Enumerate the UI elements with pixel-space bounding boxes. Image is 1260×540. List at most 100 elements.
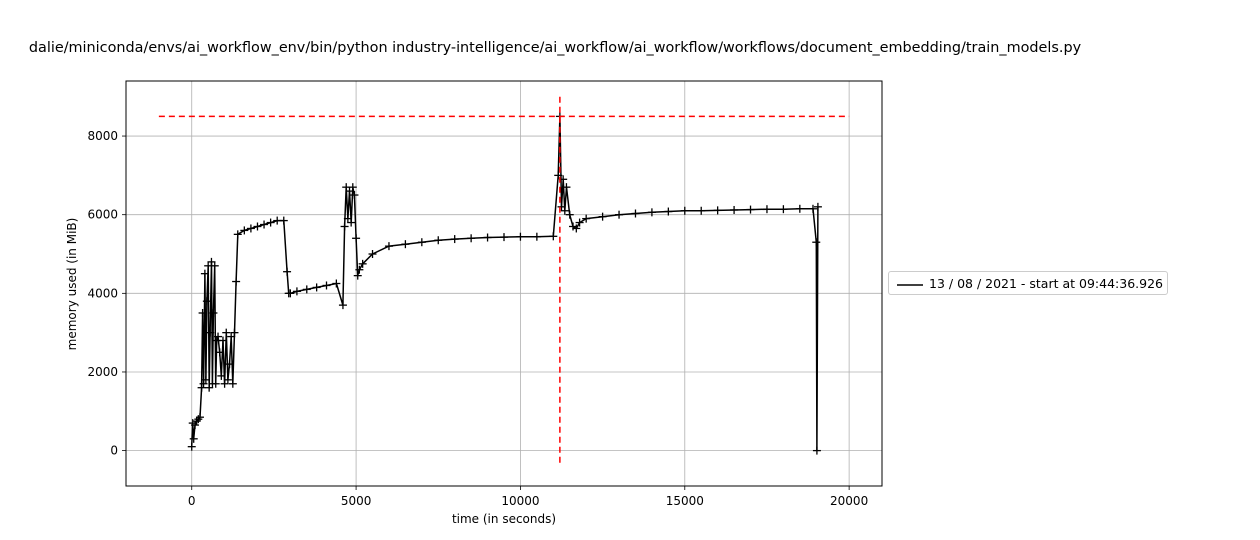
data-point-marker [223,375,232,384]
data-point-marker [260,220,269,229]
data-point-marker [746,205,755,214]
data-point-marker [417,238,426,247]
data-point-marker [353,271,362,280]
data-point-marker [549,232,558,241]
data-point-marker [350,191,359,200]
data-point-marker [560,206,569,215]
x-tick-label: 10000 [501,494,539,508]
chart-title: dalie/miniconda/envs/ai_workflow_env/bin… [28,40,1082,56]
x-tick-label: 0 [188,494,196,508]
y-tick-label: 0 [110,444,118,458]
data-point-marker [218,336,227,345]
data-point-marker [647,208,656,217]
data-point-marker [434,236,443,245]
y-tick-label: 8000 [87,129,118,143]
data-point-marker [210,261,219,270]
data-point-marker [779,205,788,214]
data-point-marker [467,234,476,243]
data-point-marker [631,209,640,218]
data-point-marker [209,308,218,317]
data-point-marker [187,442,196,451]
data-point-marker [795,204,804,213]
data-point-marker [340,222,349,231]
data-point-marker [222,328,231,337]
y-axis-label: memory used (in MiB) [65,218,79,351]
data-point-marker [697,206,706,215]
data-point-marker [195,413,204,422]
y-tick-label: 4000 [87,286,118,300]
data-point-marker [211,379,220,388]
data-point-marker [352,234,361,243]
data-point-marker [214,332,223,341]
plot-area [190,115,819,452]
data-point-marker [713,206,722,215]
x-axis-label: time (in seconds) [452,512,556,526]
data-point-marker [348,183,357,192]
data-point-marker [202,297,211,306]
data-point-marker [283,267,292,276]
data-point-marker [312,283,321,292]
data-point-marker [253,222,262,231]
data-point-marker [575,218,584,227]
data-point-marker [808,204,817,213]
data-point-marker [246,224,255,233]
data-point-marker [812,238,821,247]
data-point-marker [332,279,341,288]
data-point-marker [450,235,459,244]
data-point-marker [355,265,364,274]
data-point-marker [554,171,563,180]
data-point-marker [197,383,206,392]
data-point-marker [206,328,215,337]
data-point-marker [240,226,249,235]
data-point-marker [232,277,241,286]
data-point-marker [302,285,311,294]
legend: 13 / 08 / 2021 - start at 09:44:36.926 [888,271,1168,295]
data-point-marker [228,379,237,388]
data-point-marker [730,205,739,214]
legend-line-icon [897,284,923,286]
data-point-marker [572,224,581,233]
series-line [190,115,819,452]
data-point-marker [225,360,234,369]
data-point-marker [191,421,200,430]
data-point-marker [358,259,367,268]
data-point-marker [615,210,624,219]
data-point-marker [201,375,210,384]
data-point-marker [233,230,242,239]
data-point-marker [322,281,331,290]
data-point-marker [516,232,525,241]
data-point-marker [562,183,571,192]
x-tick-label: 15000 [666,494,704,508]
legend-label: 13 / 08 / 2021 - start at 09:44:36.926 [929,276,1163,291]
data-markers [187,112,822,455]
data-point-marker [200,269,209,278]
data-point-marker [532,232,541,241]
data-point-marker [347,218,356,227]
data-point-marker [286,289,295,298]
data-point-marker [338,301,347,310]
x-axis-ticks: 0 5000 10000 15000 20000 [188,486,868,508]
data-point-marker [762,205,771,214]
y-tick-label: 6000 [87,208,118,222]
data-point-marker [266,218,275,227]
y-tick-label: 2000 [87,365,118,379]
y-axis-ticks: 0 2000 4000 6000 8000 [87,129,126,458]
data-point-marker [664,207,673,216]
axes-frame [125,80,883,487]
reference-lines [158,96,850,467]
data-point-marker [217,371,226,380]
data-point-marker [500,233,508,242]
data-point-marker [198,308,207,317]
data-point-marker [680,206,689,215]
data-point-marker [812,446,821,455]
x-tick-label: 20000 [830,494,868,508]
data-point-marker [598,212,607,221]
data-point-marker [368,250,377,259]
data-point-marker [230,328,239,337]
data-point-marker [384,242,393,251]
data-point-marker [582,214,591,223]
data-point-marker [194,415,203,424]
data-point-marker [292,287,301,296]
data-point-marker [483,233,492,242]
